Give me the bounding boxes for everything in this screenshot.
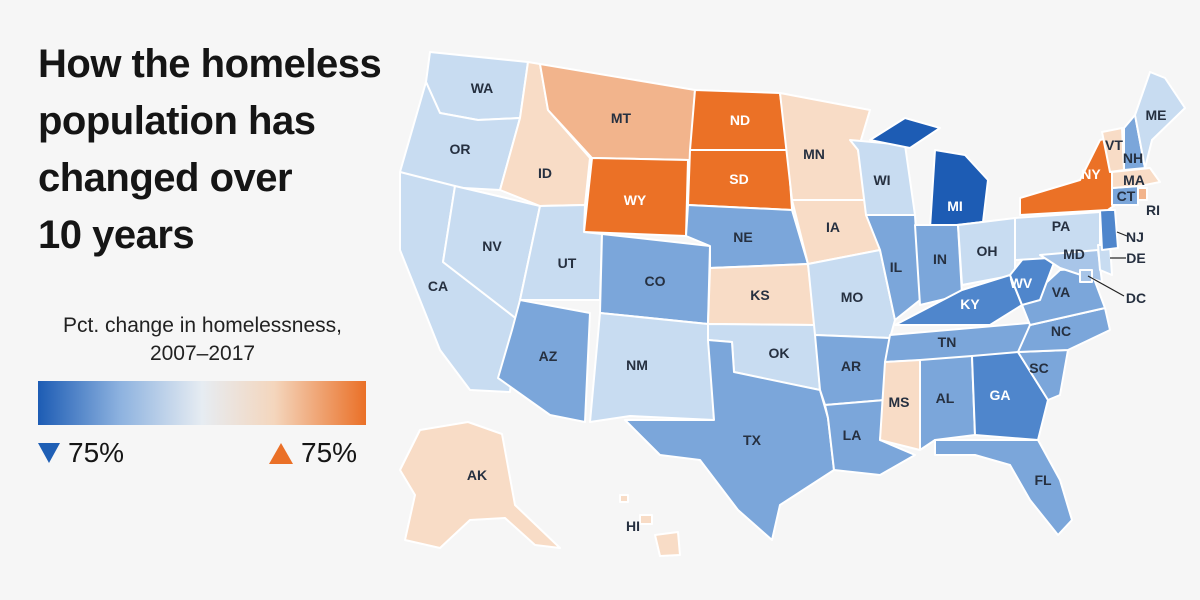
- triangle-up-icon: [269, 442, 293, 464]
- label-MT: MT: [611, 110, 632, 126]
- state-NM: [589, 312, 715, 423]
- label-IL: IL: [890, 259, 903, 275]
- state-DC: [1079, 269, 1093, 283]
- state-ME: [1134, 71, 1186, 169]
- state-MI: [929, 149, 989, 229]
- state-HI: [619, 494, 629, 503]
- state-TX: [624, 339, 835, 541]
- state-AK: [399, 421, 561, 549]
- legend-high-label: 75%: [269, 437, 357, 469]
- label-MS: MS: [889, 394, 910, 410]
- label-MN: MN: [803, 146, 825, 162]
- label-KY: KY: [960, 296, 980, 312]
- label-TX: TX: [743, 432, 762, 448]
- label-ID: ID: [538, 165, 552, 181]
- label-OH: OH: [977, 243, 998, 259]
- state-MI-upper: [869, 117, 941, 149]
- state-HI-3: [654, 531, 681, 557]
- state-AZ: [497, 299, 591, 423]
- label-CO: CO: [645, 273, 666, 289]
- label-ND: ND: [730, 112, 750, 128]
- label-WA: WA: [471, 80, 494, 96]
- state-MO: [807, 249, 896, 339]
- label-VA: VA: [1052, 284, 1070, 300]
- label-MD: MD: [1063, 246, 1085, 262]
- label-AZ: AZ: [539, 348, 558, 364]
- label-NE: NE: [733, 229, 752, 245]
- label-WV: WV: [1010, 275, 1033, 291]
- label-PA: PA: [1052, 218, 1070, 234]
- label-TN: TN: [938, 334, 957, 350]
- label-NV: NV: [482, 238, 502, 254]
- label-IN: IN: [933, 251, 947, 267]
- label-OK: OK: [769, 345, 790, 361]
- legend-low-label: 75%: [38, 437, 124, 469]
- label-NY: NY: [1081, 166, 1101, 182]
- triangle-down-icon: [38, 443, 60, 463]
- label-KS: KS: [750, 287, 769, 303]
- label-MA: MA: [1123, 172, 1145, 188]
- label-OR: OR: [450, 141, 471, 157]
- label-NC: NC: [1051, 323, 1071, 339]
- legend-color-scale: [38, 381, 366, 425]
- state-IL: [865, 214, 921, 321]
- label-LA: LA: [843, 427, 862, 443]
- label-GA: GA: [990, 387, 1011, 403]
- label-MO: MO: [841, 289, 864, 305]
- label-WI: WI: [873, 172, 890, 188]
- label-AK: AK: [467, 467, 487, 483]
- label-SC: SC: [1029, 360, 1048, 376]
- label-MI: MI: [947, 198, 963, 214]
- state-GA: [971, 351, 1049, 441]
- state-HI-2: [639, 514, 653, 525]
- state-shapes: [399, 51, 1186, 557]
- state-AL: [919, 355, 976, 451]
- label-NH: NH: [1123, 150, 1143, 166]
- label-DC: DC: [1126, 290, 1146, 306]
- label-DE: DE: [1126, 250, 1145, 266]
- state-labels: WA OR CA NV ID MT WY UT AZ CO NM ND SD N…: [428, 80, 1167, 534]
- label-SD: SD: [729, 171, 748, 187]
- leader-lines: [1087, 231, 1128, 297]
- state-RI: [1137, 187, 1148, 201]
- label-RI: RI: [1146, 202, 1160, 218]
- label-NM: NM: [626, 357, 648, 373]
- label-ME: ME: [1146, 107, 1167, 123]
- label-UT: UT: [558, 255, 577, 271]
- label-CA: CA: [428, 278, 448, 294]
- label-HI: HI: [626, 518, 640, 534]
- state-NJ: [1099, 209, 1119, 251]
- map-title: How the homeless population has changed …: [38, 42, 382, 257]
- label-NJ: NJ: [1126, 229, 1144, 245]
- label-CT: CT: [1117, 188, 1136, 204]
- label-VT: VT: [1105, 137, 1123, 153]
- label-AL: AL: [936, 390, 955, 406]
- label-AR: AR: [841, 358, 861, 374]
- state-FL: [934, 439, 1073, 536]
- legend-title: Pct. change in homelessness, 2007–2017: [63, 314, 342, 365]
- label-WY: WY: [624, 192, 647, 208]
- label-FL: FL: [1034, 472, 1052, 488]
- label-IA: IA: [826, 219, 840, 235]
